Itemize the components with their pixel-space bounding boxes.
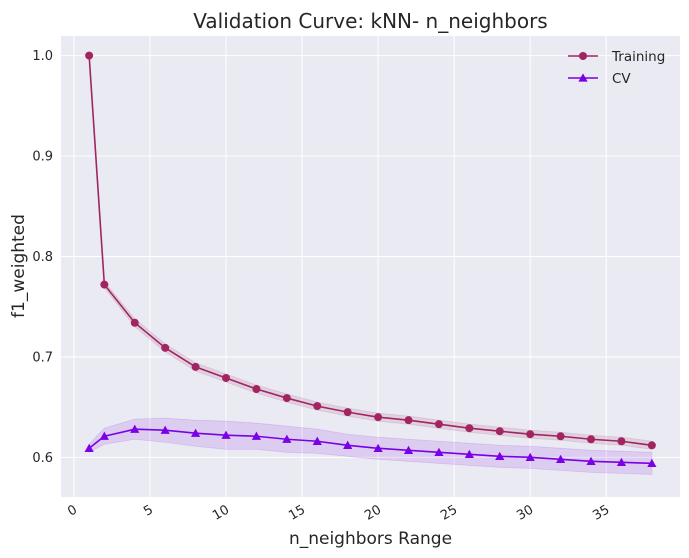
y-tick-label: 0.8 [32, 250, 53, 265]
x-tick-label: 20 [362, 502, 384, 523]
chart-title: Validation Curve: kNN- n_neighbors [193, 9, 547, 33]
legend-training-marker [579, 52, 587, 60]
x-tick-label: 5 [141, 502, 156, 519]
y-tick-label: 1.0 [32, 49, 53, 64]
cv-point [221, 430, 231, 439]
cv-point [190, 428, 201, 437]
y-axis-label: f1_weighted [9, 214, 29, 318]
training-point [434, 420, 443, 429]
x-tick-label: 35 [590, 502, 612, 523]
legend: Training CV [568, 49, 665, 87]
training-point [465, 424, 474, 433]
series-markers [84, 51, 657, 468]
plot-background [61, 36, 680, 497]
training-point [191, 362, 200, 371]
cv-point [251, 431, 262, 440]
training-point [343, 408, 352, 417]
training-point [222, 373, 231, 382]
cv-point [84, 443, 94, 452]
series-lines [88, 55, 652, 465]
y-tick-labels: 0.6 0.7 0.8 0.9 1.0 [32, 49, 53, 466]
x-tick-label: 25 [438, 502, 460, 523]
training-point [85, 51, 94, 60]
legend-training-label: Training [611, 49, 665, 65]
y-tick-label: 0.7 [32, 350, 53, 365]
cv-point [282, 434, 292, 443]
x-axis-label: n_neighbors Range [289, 529, 452, 549]
training-point [647, 441, 656, 450]
training-point [617, 437, 626, 446]
training-point [252, 385, 261, 394]
cv-point [647, 458, 657, 468]
training-point [556, 432, 565, 441]
cv-point [373, 443, 383, 452]
training-point [282, 394, 291, 403]
cv-point [556, 454, 566, 464]
cv-std-band [88, 417, 653, 475]
legend-cv-label: CV [612, 71, 631, 87]
training-point [313, 402, 322, 411]
cv-point [464, 449, 474, 458]
training-point [526, 430, 535, 439]
x-tick-label: 15 [286, 502, 308, 523]
cv-point [312, 436, 322, 445]
training-point [100, 280, 109, 289]
cv-line [88, 428, 652, 465]
training-point [587, 435, 596, 444]
training-point [374, 413, 383, 422]
training-point [130, 318, 139, 327]
x-tick-labels: 0 5 10 15 20 25 30 35 [65, 502, 612, 523]
std-bands [88, 54, 653, 475]
cv-point [99, 431, 109, 440]
legend-cv-marker [578, 73, 588, 82]
training-point [404, 416, 413, 425]
cv-point [130, 424, 140, 433]
training-point [161, 343, 170, 352]
y-tick-label: 0.6 [32, 451, 53, 466]
cv-point [343, 440, 353, 449]
cv-point [616, 457, 627, 467]
cv-point [403, 445, 414, 454]
training-line [88, 55, 652, 447]
x-tick-label: 10 [210, 502, 232, 523]
x-tick-label: 0 [65, 502, 80, 519]
training-point [495, 427, 504, 436]
cv-point [434, 447, 444, 456]
training-std-band [88, 54, 653, 450]
y-tick-label: 0.9 [32, 150, 53, 165]
cv-point [160, 425, 170, 434]
x-tick-label: 30 [514, 502, 536, 523]
cv-point [495, 451, 505, 461]
cv-point [586, 456, 596, 466]
grid-lines [61, 36, 680, 497]
cv-point [525, 452, 535, 462]
